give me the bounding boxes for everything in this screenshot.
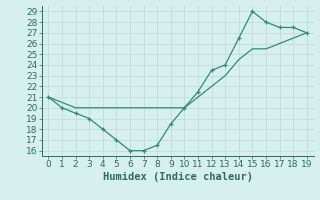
X-axis label: Humidex (Indice chaleur): Humidex (Indice chaleur) bbox=[103, 172, 252, 182]
